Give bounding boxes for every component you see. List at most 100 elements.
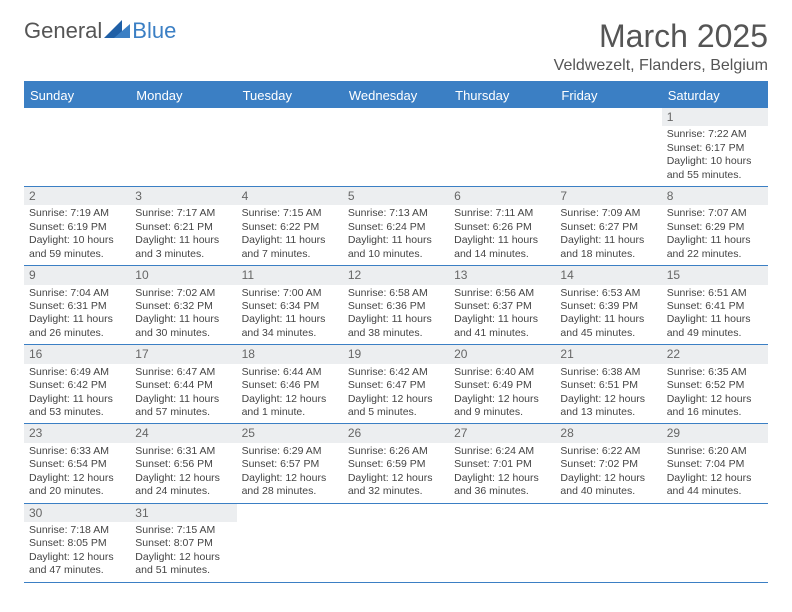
daylight-text: and 44 minutes. <box>667 485 763 498</box>
sunset-text: Sunset: 6:32 PM <box>135 300 231 313</box>
daylight-text: Daylight: 11 hours <box>29 313 125 326</box>
calendar-day-cell: 7Sunrise: 7:09 AMSunset: 6:27 PMDaylight… <box>555 187 661 265</box>
sunset-text: Sunset: 6:22 PM <box>242 221 338 234</box>
sunset-text: Sunset: 6:59 PM <box>348 458 444 471</box>
daylight-text: and 59 minutes. <box>29 248 125 261</box>
day-number: 8 <box>662 187 768 205</box>
daylight-text: Daylight: 12 hours <box>454 393 550 406</box>
daylight-text: Daylight: 12 hours <box>29 551 125 564</box>
sunset-text: Sunset: 6:34 PM <box>242 300 338 313</box>
daylight-text: and 5 minutes. <box>348 406 444 419</box>
day-number: 14 <box>555 266 661 284</box>
sunset-text: Sunset: 6:56 PM <box>135 458 231 471</box>
sunrise-text: Sunrise: 6:29 AM <box>242 445 338 458</box>
day-number: 24 <box>130 424 236 442</box>
sunset-text: Sunset: 6:44 PM <box>135 379 231 392</box>
day-number: 1 <box>662 108 768 126</box>
sunset-text: Sunset: 6:57 PM <box>242 458 338 471</box>
day-number: 9 <box>24 266 130 284</box>
daylight-text: Daylight: 11 hours <box>348 313 444 326</box>
calendar-day-cell: 31Sunrise: 7:15 AMSunset: 8:07 PMDayligh… <box>130 504 236 582</box>
sunrise-text: Sunrise: 6:40 AM <box>454 366 550 379</box>
sunrise-text: Sunrise: 6:56 AM <box>454 287 550 300</box>
calendar-day-cell: 5Sunrise: 7:13 AMSunset: 6:24 PMDaylight… <box>343 187 449 265</box>
sunrise-text: Sunrise: 7:04 AM <box>29 287 125 300</box>
daylight-text: and 14 minutes. <box>454 248 550 261</box>
day-header-mon: Monday <box>130 83 236 108</box>
sunrise-text: Sunrise: 6:51 AM <box>667 287 763 300</box>
calendar-week-row: 23Sunrise: 6:33 AMSunset: 6:54 PMDayligh… <box>24 424 768 503</box>
daylight-text: Daylight: 11 hours <box>242 234 338 247</box>
daylight-text: Daylight: 10 hours <box>667 155 763 168</box>
sunrise-text: Sunrise: 6:22 AM <box>560 445 656 458</box>
sunrise-text: Sunrise: 6:42 AM <box>348 366 444 379</box>
calendar-day-cell <box>449 504 555 582</box>
logo-text-general: General <box>24 18 102 44</box>
day-number: 22 <box>662 345 768 363</box>
daylight-text: and 24 minutes. <box>135 485 231 498</box>
calendar-week-row: 9Sunrise: 7:04 AMSunset: 6:31 PMDaylight… <box>24 266 768 345</box>
daylight-text: Daylight: 12 hours <box>135 472 231 485</box>
calendar-day-cell: 22Sunrise: 6:35 AMSunset: 6:52 PMDayligh… <box>662 345 768 423</box>
daylight-text: and 34 minutes. <box>242 327 338 340</box>
sunset-text: Sunset: 6:47 PM <box>348 379 444 392</box>
sunset-text: Sunset: 6:29 PM <box>667 221 763 234</box>
calendar-day-cell: 13Sunrise: 6:56 AMSunset: 6:37 PMDayligh… <box>449 266 555 344</box>
sunset-text: Sunset: 6:21 PM <box>135 221 231 234</box>
day-header-thu: Thursday <box>449 83 555 108</box>
day-number: 28 <box>555 424 661 442</box>
sunrise-text: Sunrise: 7:15 AM <box>135 524 231 537</box>
calendar-day-cell: 30Sunrise: 7:18 AMSunset: 8:05 PMDayligh… <box>24 504 130 582</box>
sunset-text: Sunset: 6:24 PM <box>348 221 444 234</box>
calendar-day-cell: 14Sunrise: 6:53 AMSunset: 6:39 PMDayligh… <box>555 266 661 344</box>
daylight-text: Daylight: 11 hours <box>348 234 444 247</box>
calendar-day-cell <box>237 504 343 582</box>
logo-triangle-icon <box>104 18 130 44</box>
daylight-text: and 40 minutes. <box>560 485 656 498</box>
sunrise-text: Sunrise: 7:17 AM <box>135 207 231 220</box>
day-number: 17 <box>130 345 236 363</box>
sunrise-text: Sunrise: 6:53 AM <box>560 287 656 300</box>
day-number: 10 <box>130 266 236 284</box>
sunrise-text: Sunrise: 6:33 AM <box>29 445 125 458</box>
sunrise-text: Sunrise: 7:18 AM <box>29 524 125 537</box>
daylight-text: and 13 minutes. <box>560 406 656 419</box>
sunrise-text: Sunrise: 6:24 AM <box>454 445 550 458</box>
day-number: 29 <box>662 424 768 442</box>
daylight-text: and 53 minutes. <box>29 406 125 419</box>
day-header-tue: Tuesday <box>237 83 343 108</box>
sunrise-text: Sunrise: 6:35 AM <box>667 366 763 379</box>
sunrise-text: Sunrise: 6:26 AM <box>348 445 444 458</box>
calendar-day-cell: 20Sunrise: 6:40 AMSunset: 6:49 PMDayligh… <box>449 345 555 423</box>
sunset-text: Sunset: 6:31 PM <box>29 300 125 313</box>
daylight-text: and 57 minutes. <box>135 406 231 419</box>
header: General Blue March 2025 Veldwezelt, Flan… <box>24 18 768 75</box>
daylight-text: Daylight: 12 hours <box>348 393 444 406</box>
daylight-text: Daylight: 11 hours <box>135 234 231 247</box>
calendar-day-cell <box>555 504 661 582</box>
sunrise-text: Sunrise: 6:58 AM <box>348 287 444 300</box>
daylight-text: Daylight: 11 hours <box>667 313 763 326</box>
day-header-sat: Saturday <box>662 83 768 108</box>
daylight-text: Daylight: 11 hours <box>560 313 656 326</box>
sunset-text: Sunset: 6:54 PM <box>29 458 125 471</box>
sunrise-text: Sunrise: 7:09 AM <box>560 207 656 220</box>
calendar-day-cell: 11Sunrise: 7:00 AMSunset: 6:34 PMDayligh… <box>237 266 343 344</box>
daylight-text: Daylight: 12 hours <box>135 551 231 564</box>
daylight-text: and 1 minute. <box>242 406 338 419</box>
sunrise-text: Sunrise: 7:19 AM <box>29 207 125 220</box>
daylight-text: Daylight: 11 hours <box>560 234 656 247</box>
daylight-text: Daylight: 11 hours <box>135 313 231 326</box>
daylight-text: Daylight: 11 hours <box>667 234 763 247</box>
calendar-day-cell: 15Sunrise: 6:51 AMSunset: 6:41 PMDayligh… <box>662 266 768 344</box>
sunrise-text: Sunrise: 6:44 AM <box>242 366 338 379</box>
daylight-text: and 9 minutes. <box>454 406 550 419</box>
calendar-week-row: 16Sunrise: 6:49 AMSunset: 6:42 PMDayligh… <box>24 345 768 424</box>
calendar-day-cell <box>24 108 130 186</box>
sunrise-text: Sunrise: 6:38 AM <box>560 366 656 379</box>
calendar-day-cell: 3Sunrise: 7:17 AMSunset: 6:21 PMDaylight… <box>130 187 236 265</box>
sunrise-text: Sunrise: 6:49 AM <box>29 366 125 379</box>
day-number: 21 <box>555 345 661 363</box>
sunset-text: Sunset: 6:52 PM <box>667 379 763 392</box>
calendar-day-cell <box>555 108 661 186</box>
